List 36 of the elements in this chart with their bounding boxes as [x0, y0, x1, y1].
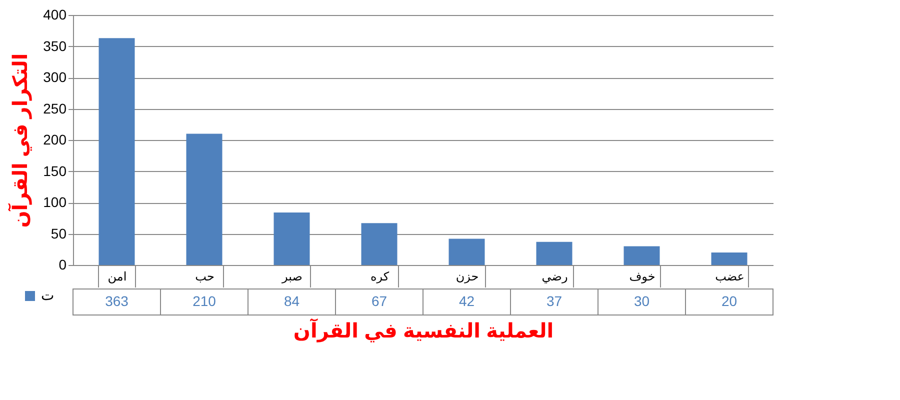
x-axis-title: العملية النفسية في القرآن — [293, 318, 554, 342]
data-label: 37 — [546, 293, 562, 309]
x-tick-label: حزن — [456, 270, 479, 284]
data-label: 84 — [284, 293, 300, 309]
bar — [361, 223, 398, 265]
bar — [98, 38, 135, 265]
bar — [536, 242, 572, 265]
legend-label: ت — [41, 287, 54, 303]
y-tick-label: 0 — [58, 256, 67, 272]
y-tick-label: 350 — [43, 38, 67, 54]
x-tick-label: رضي — [542, 270, 568, 284]
y-tick-label: 400 — [43, 6, 67, 22]
x-tick-label: كره — [370, 270, 390, 284]
y-tick-label: 300 — [43, 69, 67, 85]
y-tick-label: 200 — [43, 132, 67, 148]
x-tick-label: خوف — [629, 270, 656, 284]
x-tick-label: امن — [108, 270, 127, 284]
bar — [274, 212, 310, 265]
data-label: 20 — [721, 293, 738, 309]
bar — [624, 246, 660, 265]
y-tick-label: 50 — [50, 225, 67, 242]
x-tick-label: حب — [195, 270, 214, 284]
bar — [711, 252, 748, 265]
x-tick-label: صبر — [281, 270, 302, 284]
y-tick-label: 150 — [43, 162, 67, 179]
data-label: 363 — [105, 293, 129, 309]
y-tick-label: 250 — [43, 100, 67, 116]
bar — [186, 134, 222, 265]
y-tick-label: 100 — [43, 194, 67, 210]
x-tick-label: عضب — [715, 270, 744, 284]
y-axis-title: التكرار في القرآن — [7, 53, 32, 228]
data-label: 67 — [371, 293, 388, 309]
bar — [448, 238, 485, 265]
data-label: 210 — [192, 293, 216, 309]
data-label: 30 — [634, 293, 650, 309]
data-label: 42 — [458, 293, 475, 309]
